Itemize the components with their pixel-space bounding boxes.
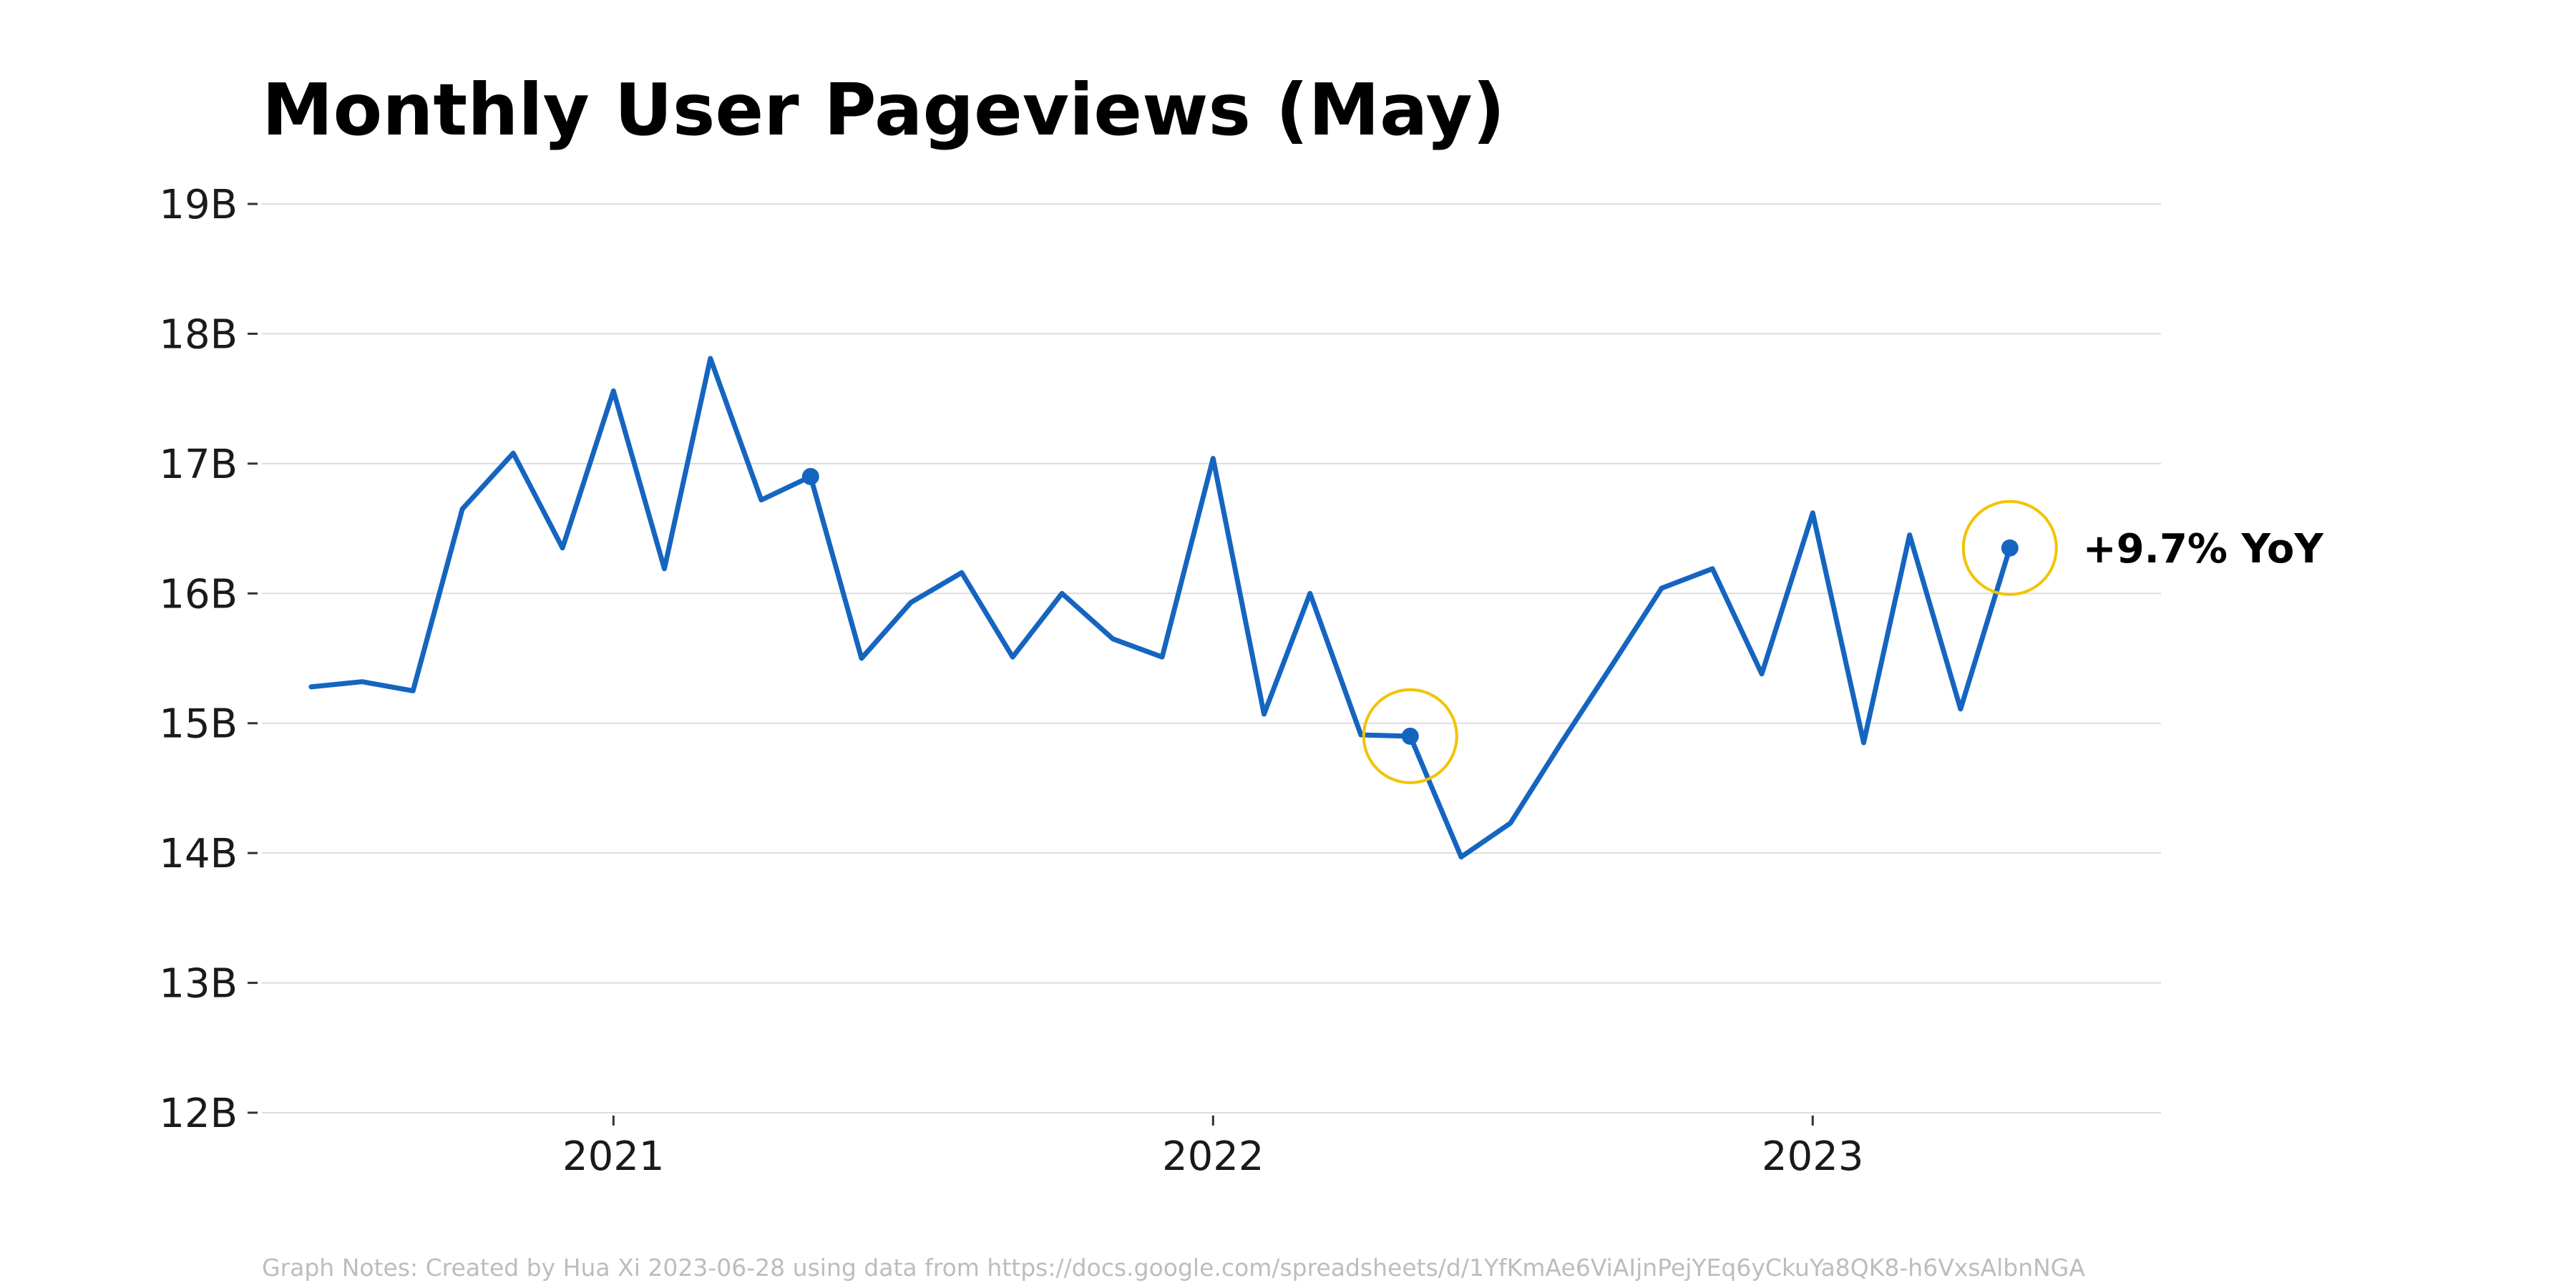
y-tick-label: 19B <box>159 182 238 228</box>
y-tick-label: 15B <box>159 701 238 748</box>
y-tick-label: 13B <box>159 961 238 1008</box>
highlight-points <box>801 468 2019 745</box>
graph-notes: Graph Notes: Created by Hua Xi 2023-06-2… <box>262 1254 2085 1282</box>
y-tick-label: 17B <box>159 441 238 488</box>
x-tick-label: 2022 <box>1162 1133 1264 1180</box>
grid-lines <box>262 203 2161 1113</box>
y-tick-label: 14B <box>159 831 238 877</box>
annotations: +9.7% YoY <box>2083 526 2325 572</box>
chart-title: Monthly User Pageviews (May) <box>262 68 1505 152</box>
yoy-annotation: +9.7% YoY <box>2083 526 2325 572</box>
x-tick-label: 2023 <box>1762 1133 1864 1180</box>
highlight-point <box>2001 539 2019 557</box>
x-axis: 2021 2022 2023 <box>562 1116 1864 1180</box>
highlight-ring <box>1362 688 1458 784</box>
highlight-point <box>801 468 819 485</box>
series-line-layer <box>308 356 2013 860</box>
y-tick-label: 18B <box>159 311 238 358</box>
y-tick-label: 16B <box>159 571 238 618</box>
highlight-point <box>1401 727 1419 745</box>
y-axis: 12B 13B 14B 15B 16B 17B 18B 19B <box>159 182 258 1137</box>
y-tick-label: 12B <box>159 1091 238 1137</box>
highlight-ring <box>1961 499 2058 596</box>
series-line <box>308 356 2013 860</box>
x-tick-label: 2021 <box>562 1133 665 1180</box>
highlight-rings <box>1362 499 2058 784</box>
